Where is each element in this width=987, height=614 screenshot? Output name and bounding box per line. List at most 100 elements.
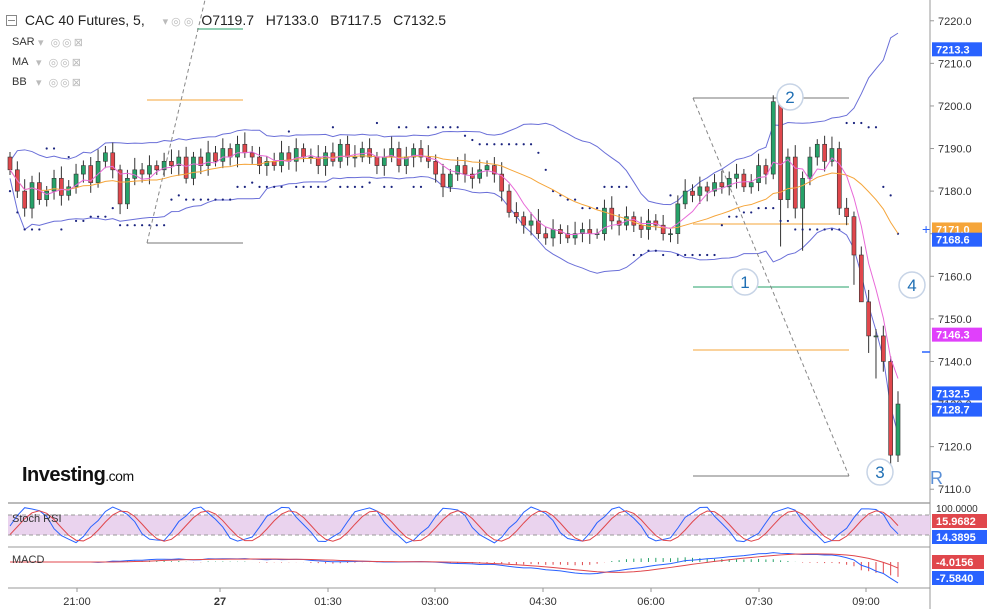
sar-dot: [764, 207, 768, 210]
sar-dot: [728, 215, 731, 218]
sar-dot: [830, 228, 834, 231]
price-tag-label: 7132.5: [936, 388, 970, 400]
settings-icons[interactable]: ▾ ◎ ◎: [162, 16, 194, 28]
sar-dot: [427, 126, 430, 129]
candle-body: [7, 156, 13, 171]
ma-pink-line: [9, 151, 899, 379]
candle-body: [484, 165, 490, 171]
trend-line: [692, 97, 850, 477]
price-axis[interactable]: 7110.07120.07130.07140.07150.07160.07170…: [930, 16, 972, 496]
sar-dot: [397, 126, 401, 129]
candle-body: [528, 220, 534, 226]
candle-body: [352, 156, 358, 159]
candle-body: [205, 152, 211, 166]
sar-dot: [16, 211, 19, 214]
stoch-tag-label: 14.3895: [936, 532, 976, 544]
candle-body: [572, 233, 578, 239]
sar-dot: [573, 198, 577, 201]
candle-body: [374, 156, 380, 166]
sar-dot: [214, 198, 217, 201]
sar-dot: [38, 228, 41, 231]
sar-dot: [529, 143, 533, 146]
candle-body: [176, 156, 182, 166]
macd-tag: [932, 555, 984, 569]
candle-body: [242, 143, 248, 154]
stoch-tag: [932, 530, 987, 544]
y-tick-label: 7220.0: [938, 16, 972, 28]
candle-body: [191, 156, 196, 179]
sar-dot: [860, 121, 863, 125]
x-tick-label: 07:30: [745, 596, 773, 608]
annotation-circle: [776, 83, 804, 111]
candle-body: [448, 173, 453, 188]
candle-body: [770, 101, 776, 175]
sar-dot: [104, 215, 107, 218]
x-tick-label: 27: [214, 596, 226, 608]
price-tag-label: 7128.7: [936, 405, 970, 417]
candle-body: [514, 212, 519, 217]
indicator-sar-buttons[interactable]: ▾ ◎◎⊠: [38, 37, 85, 49]
sar-dot: [221, 198, 224, 201]
candle-body: [22, 190, 27, 209]
indicator-ma-buttons[interactable]: ▾ ◎◎⊠: [36, 57, 83, 69]
candle-body: [264, 161, 270, 166]
candle-body: [800, 178, 805, 209]
sar-dot: [507, 143, 511, 146]
price-tag: [932, 327, 982, 342]
stoch-ytick: 100.0000: [936, 504, 978, 515]
sar-dot: [170, 198, 173, 201]
candle-body: [293, 148, 299, 162]
sar-dot: [258, 185, 261, 188]
sar-dot: [669, 194, 672, 197]
sar-dot: [8, 190, 12, 193]
sar-dot: [368, 181, 371, 184]
y-tick-label: 7120.0: [938, 442, 972, 454]
indicator-label-ma[interactable]: MA: [12, 56, 29, 68]
sar-dot: [852, 121, 856, 125]
candle-body: [117, 169, 123, 205]
candle-body: [433, 161, 438, 175]
y-tick-label: 7110.0: [938, 484, 971, 496]
price-tag: [932, 402, 982, 417]
sar-dot: [199, 198, 202, 201]
sar-dot: [419, 185, 423, 188]
sar-dot: [390, 185, 393, 188]
sar-dot: [603, 185, 606, 188]
sar-dot: [207, 198, 210, 201]
sar-dot: [280, 185, 283, 188]
sar-dot: [698, 253, 701, 257]
candle-body: [785, 156, 791, 200]
candle-body: [646, 220, 651, 230]
candle-body: [249, 152, 255, 158]
macd-pane: MACD -4.0156 -7.5840: [10, 552, 984, 585]
bb-upper-line: [9, 32, 899, 206]
time-axis[interactable]: 21:00 27 01:30 03:00 04:30 06:00 07:30 09:00: [63, 588, 880, 608]
sar-dot: [816, 228, 819, 231]
sar-dot: [581, 207, 584, 210]
indicator-bb-buttons[interactable]: ▾ ◎◎⊠: [36, 77, 83, 89]
sar-dot: [346, 185, 349, 188]
sar-dot: [383, 185, 386, 188]
candle-body: [822, 143, 827, 162]
candle-body: [44, 190, 50, 200]
sar-dot: [838, 228, 841, 231]
sar-dot: [118, 224, 122, 227]
candle-body: [734, 173, 739, 179]
candle-body: [726, 178, 732, 188]
annotations: 1 2 3 4 R +: [731, 83, 943, 488]
candle-body: [161, 161, 167, 171]
sar-dot: [74, 219, 78, 223]
indicator-label-sar[interactable]: SAR: [12, 36, 35, 48]
sar-dot: [742, 211, 745, 214]
sar-dot: [889, 194, 892, 197]
candle-body: [881, 335, 886, 362]
candle-body: [565, 233, 571, 239]
indicator-label-bb[interactable]: BB: [12, 76, 27, 88]
minus-square-icon[interactable]: [6, 14, 17, 26]
sar-dot: [610, 185, 613, 188]
candle-body: [550, 229, 556, 239]
candle-body: [712, 182, 717, 192]
candle-body: [675, 203, 681, 235]
